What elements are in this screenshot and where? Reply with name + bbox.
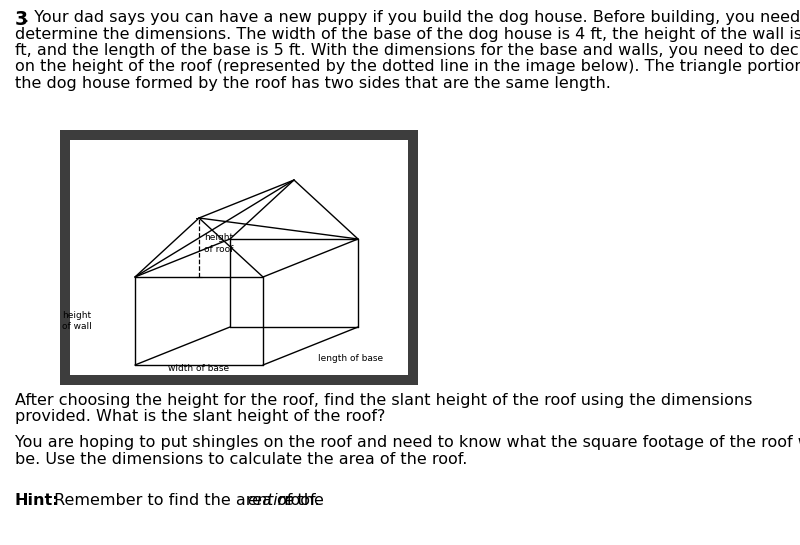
Text: determine the dimensions. The width of the base of the dog house is 4 ft, the he: determine the dimensions. The width of t…	[15, 27, 800, 41]
Text: roof.: roof.	[279, 493, 320, 508]
Text: height
of roof: height of roof	[204, 233, 234, 253]
Text: You are hoping to put shingles on the roof and need to know what the square foot: You are hoping to put shingles on the ro…	[15, 435, 800, 450]
Text: provided. What is the slant height of the roof?: provided. What is the slant height of th…	[15, 409, 386, 425]
Bar	[60, 130, 418, 385]
Text: width of base: width of base	[169, 364, 230, 373]
Text: Remember to find the area of the: Remember to find the area of the	[49, 493, 329, 508]
Text: be. Use the dimensions to calculate the area of the roof.: be. Use the dimensions to calculate the …	[15, 451, 467, 467]
Text: the dog house formed by the roof has two sides that are the same length.: the dog house formed by the roof has two…	[15, 76, 611, 91]
Text: ft, and the length of the base is 5 ft. With the dimensions for the base and wal: ft, and the length of the base is 5 ft. …	[15, 43, 800, 58]
Text: Hint:: Hint:	[15, 493, 60, 508]
Text: . Your dad says you can have a new puppy if you build the dog house. Before buil: . Your dad says you can have a new puppy…	[24, 10, 800, 25]
Text: 3: 3	[15, 10, 28, 29]
Text: length of base: length of base	[318, 354, 384, 363]
Bar	[70, 140, 408, 375]
Text: height
of wall: height of wall	[62, 311, 92, 331]
Text: After choosing the height for the roof, find the slant height of the roof using : After choosing the height for the roof, …	[15, 393, 752, 408]
Text: entire: entire	[247, 493, 294, 508]
Text: on the height of the roof (represented by the dotted line in the image below). T: on the height of the roof (represented b…	[15, 59, 800, 75]
